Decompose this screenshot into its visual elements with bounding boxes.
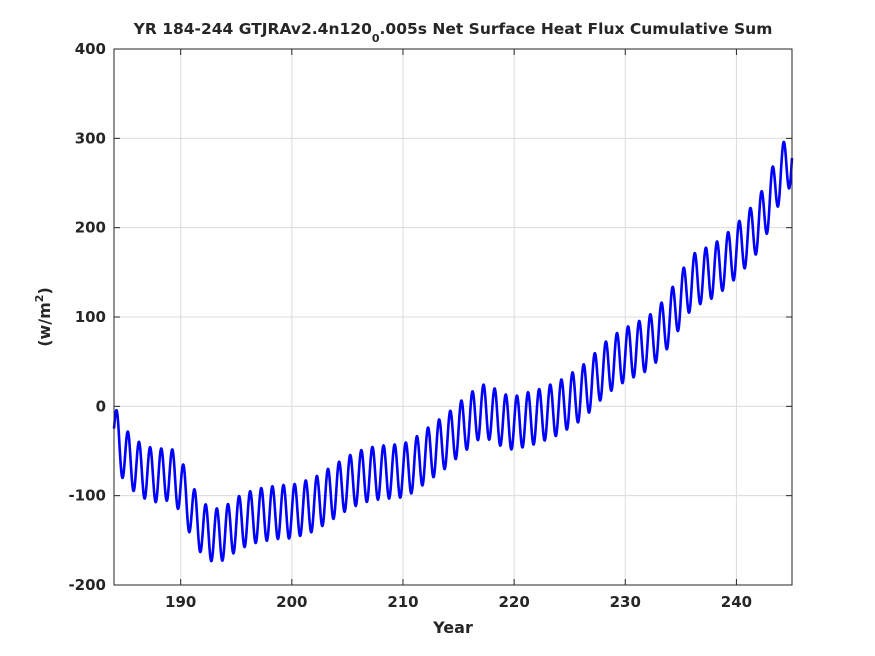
chart-title-main: YR 184-244 GTJRAv2.4n120 bbox=[133, 20, 372, 38]
y-tick-label: 300 bbox=[75, 129, 106, 147]
y-axis-label: (w/m2) bbox=[33, 287, 54, 347]
plot-frame bbox=[113, 48, 793, 586]
chart-title-subscript: 0 bbox=[372, 32, 380, 45]
ticks-layer: 190 200 210 220 230 240 -200 -100 0 100 200 300 400 bbox=[68, 40, 792, 611]
y-tick-label: -100 bbox=[68, 487, 106, 505]
x-tick-label: 220 bbox=[498, 593, 529, 611]
y-axis-label-superscript: 2 bbox=[33, 295, 46, 303]
x-axis-label: Year bbox=[432, 618, 473, 637]
y-tick-label: -200 bbox=[68, 576, 106, 594]
x-tick-label: 210 bbox=[387, 593, 418, 611]
y-tick-label: 100 bbox=[75, 308, 106, 326]
x-tick-label: 190 bbox=[165, 593, 196, 611]
y-axis-label-close: ) bbox=[35, 287, 54, 294]
grid-layer bbox=[114, 49, 792, 585]
chart-title-rest: .005s Net Surface Heat Flux Cumulative S… bbox=[380, 20, 773, 38]
x-tick-label: 240 bbox=[721, 593, 752, 611]
chart-title: YR 184-244 GTJRAv2.4n1200.005s Net Surfa… bbox=[133, 20, 773, 45]
y-tick-label: 200 bbox=[75, 219, 106, 237]
x-tick-label: 230 bbox=[610, 593, 641, 611]
y-axis-label-base: (w/m bbox=[35, 302, 54, 347]
cumulative-sum-line bbox=[112, 140, 794, 563]
y-tick-label: 400 bbox=[75, 40, 106, 58]
y-tick-label: 0 bbox=[96, 397, 106, 415]
series-layer bbox=[112, 140, 794, 563]
x-tick-label: 200 bbox=[276, 593, 307, 611]
